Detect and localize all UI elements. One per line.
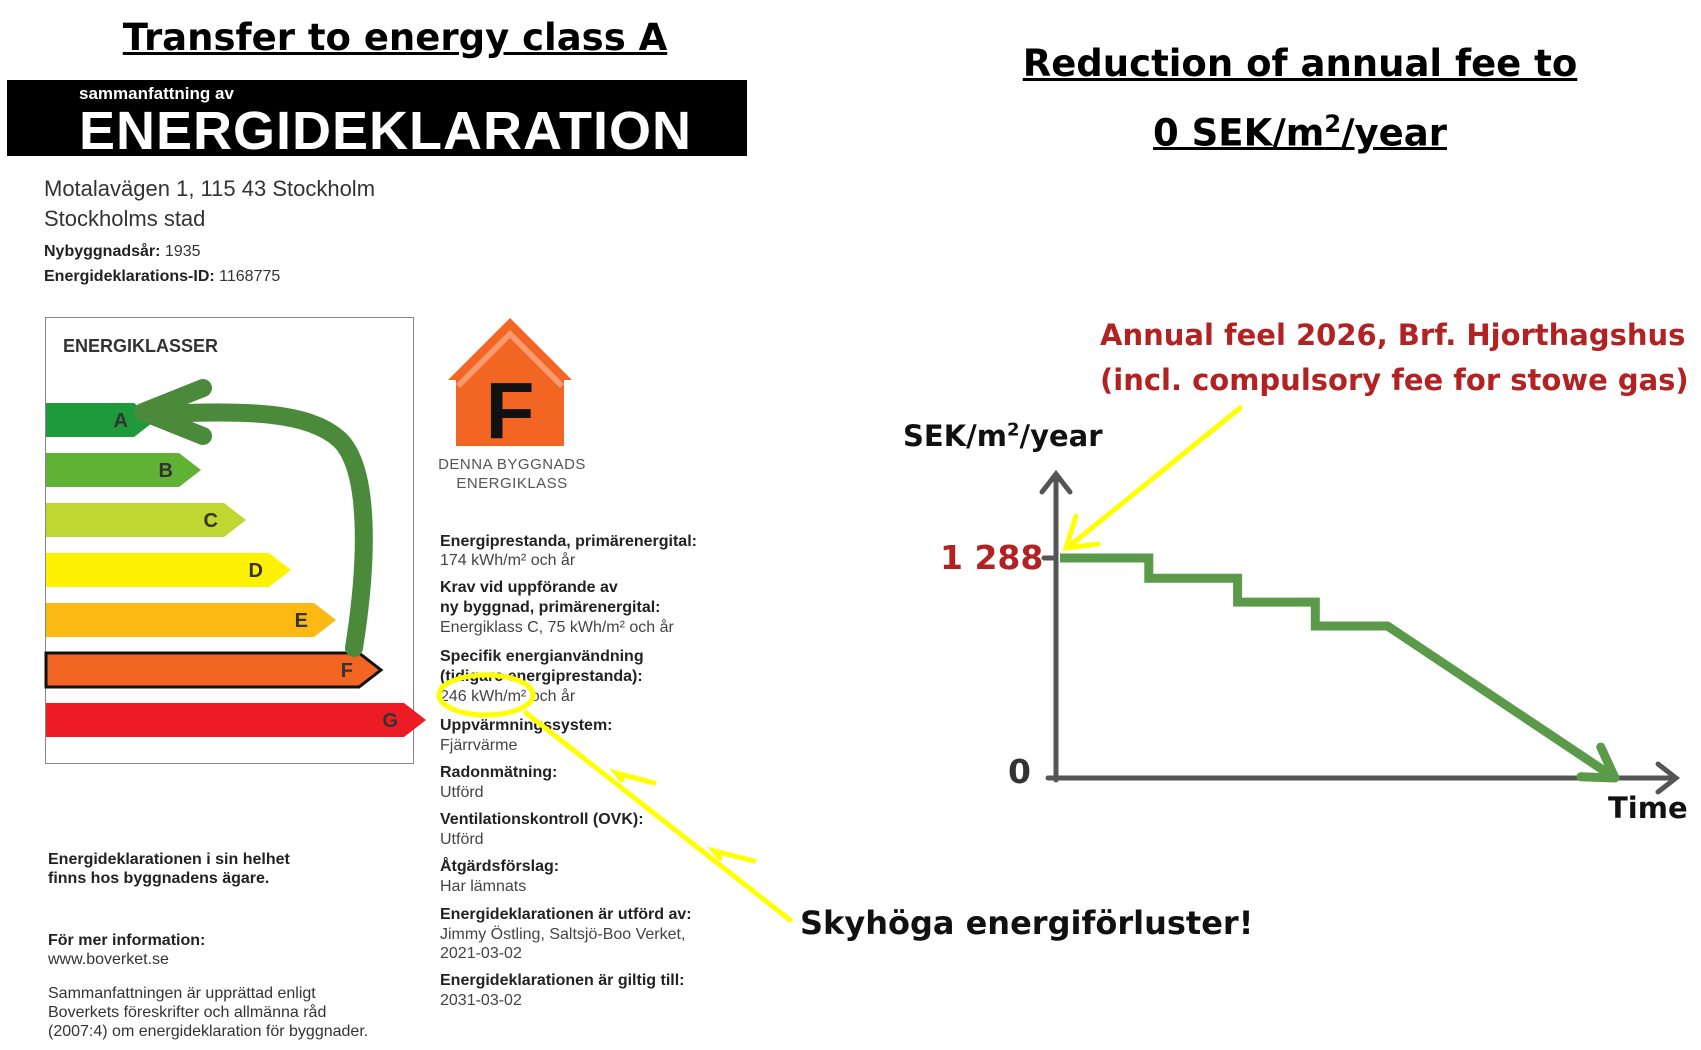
energy-class-label-a: A [114, 410, 128, 432]
info-label-specific-energy: Specifik energianvändning [440, 648, 644, 665]
chart-y-tick-zero: 0 [1008, 752, 1031, 791]
energy-class-label-c: C [204, 510, 218, 532]
callout-connector [523, 710, 793, 923]
address-line-1: Motalavägen 1, 115 43 Stockholm [44, 176, 376, 201]
note-more-info-label: För mer information: [48, 932, 206, 949]
house-caption: DENNA BYGGNADS ENERGIKLASS [438, 456, 586, 492]
house-energy-class-icon: F [448, 318, 572, 455]
info-label-radon: Radonmätning: [440, 764, 558, 781]
energy-declaration-banner: sammanfattning av ENERGIDEKLARATION [7, 80, 747, 161]
energy-class-bar-c [46, 503, 246, 537]
energy-class-label-b: B [159, 460, 173, 482]
info-value-heating: Fjärrvärme [440, 737, 518, 754]
note-regulations: Sammanfattningen är upprättad enligt Bov… [48, 985, 369, 1040]
transfer-arrow [151, 403, 373, 657]
transfer-arrow-head [134, 379, 212, 445]
energy-class-label-e: E [295, 610, 308, 632]
info-value-radon: Utförd [440, 784, 484, 801]
energy-class-label-f: F [341, 660, 353, 682]
address-line-2: Stockholms stad [44, 206, 206, 231]
energy-class-bar-b [46, 453, 201, 487]
info-value-specific-energy: 246 kWh/m² och år [440, 688, 576, 705]
info-value-measures: Har lämnats [440, 878, 527, 895]
info-value-performed-by: Jimmy Östling, Saltsjö-Boo Verket, [440, 926, 686, 943]
energy-class-bars: A B C D E F G [44, 403, 426, 737]
chart-y-axis-label: SEK/m2/year [903, 419, 1103, 453]
note-full-declaration: Energideklarationen i sin helhet finns h… [48, 851, 290, 887]
chart-series-arrowhead-0 [1576, 742, 1620, 783]
info-label-specific-energy-2: (tidigare energiprestanda): [440, 668, 643, 685]
info-label-heating: Uppvärmningssystem: [440, 717, 613, 734]
energy-class-scale-box [45, 317, 414, 764]
info-label-performed-by: Energideklarationen är utförd av: [440, 906, 692, 923]
energy-class-bar-d [46, 553, 291, 587]
callout-text: Skyhöga energiförluster! [800, 904, 1254, 942]
left-heading: Transfer to energy class A [122, 16, 668, 59]
energy-class-label-g: G [382, 710, 398, 732]
info-label-ventilation: Ventilationskontroll (OVK): [440, 811, 644, 828]
info-value-ventilation: Utförd [440, 831, 484, 848]
chart-annotation-line-1: Annual feel 2026, Brf. Hjorthagshus [1100, 318, 1686, 352]
house-class-letter: F [486, 366, 535, 455]
info-value-requirement: Energiklass C, 75 kWh/m² och år [440, 619, 674, 636]
info-value-primary-energy: 174 kWh/m² och år [440, 552, 576, 569]
chart-series-group [1060, 553, 1620, 783]
energy-class-label-d: D [249, 560, 263, 582]
energy-class-scale-title: ENERGIKLASSER [63, 336, 219, 356]
chart-y-tick-top: 1 288 [940, 538, 1044, 577]
info-label-requirement-2: ny byggnad, primärenergital: [440, 599, 661, 616]
right-heading-line2: 0 SEK/m2/year [1153, 110, 1447, 155]
note-more-info-link: www.boverket.se [48, 951, 169, 968]
info-value-performed-date: 2021-03-02 [440, 945, 522, 962]
right-heading-line1: Reduction of annual fee to [1022, 42, 1578, 85]
declaration-id: Energideklarations-ID: 1168775 [44, 268, 281, 285]
info-label-primary-energy: Energiprestanda, primärenergital: [440, 533, 697, 550]
energy-class-bar-a [46, 403, 156, 437]
chart-axes [1039, 469, 1681, 795]
info-label-requirement: Krav vid uppförande av [440, 579, 618, 596]
banner-subtitle: sammanfattning av [79, 84, 234, 103]
right-heading: Reduction of annual fee to 0 SEK/m2/year [990, 34, 1610, 163]
info-value-valid-until: 2031-03-02 [440, 992, 522, 1009]
energy-class-bar-e [46, 603, 336, 637]
chart-annotation-line-2: (incl. compulsory fee for stowe gas) [1100, 363, 1689, 397]
banner-title: ENERGIDEKLARATION [79, 101, 693, 161]
info-label-measures: Åtgärdsförslag: [440, 858, 560, 875]
chart-series-line-0 [1060, 553, 1618, 782]
info-label-valid-until: Energideklarationen är giltig till: [440, 972, 685, 989]
energy-class-bar-g [46, 703, 426, 737]
build-year: Nybyggnadsår: 1935 [44, 243, 201, 260]
highlight-ellipse [436, 672, 536, 718]
chart-x-axis-label: Time [1608, 791, 1688, 825]
annotation-pointer [1062, 405, 1243, 551]
energy-class-bar-f [44, 651, 384, 689]
